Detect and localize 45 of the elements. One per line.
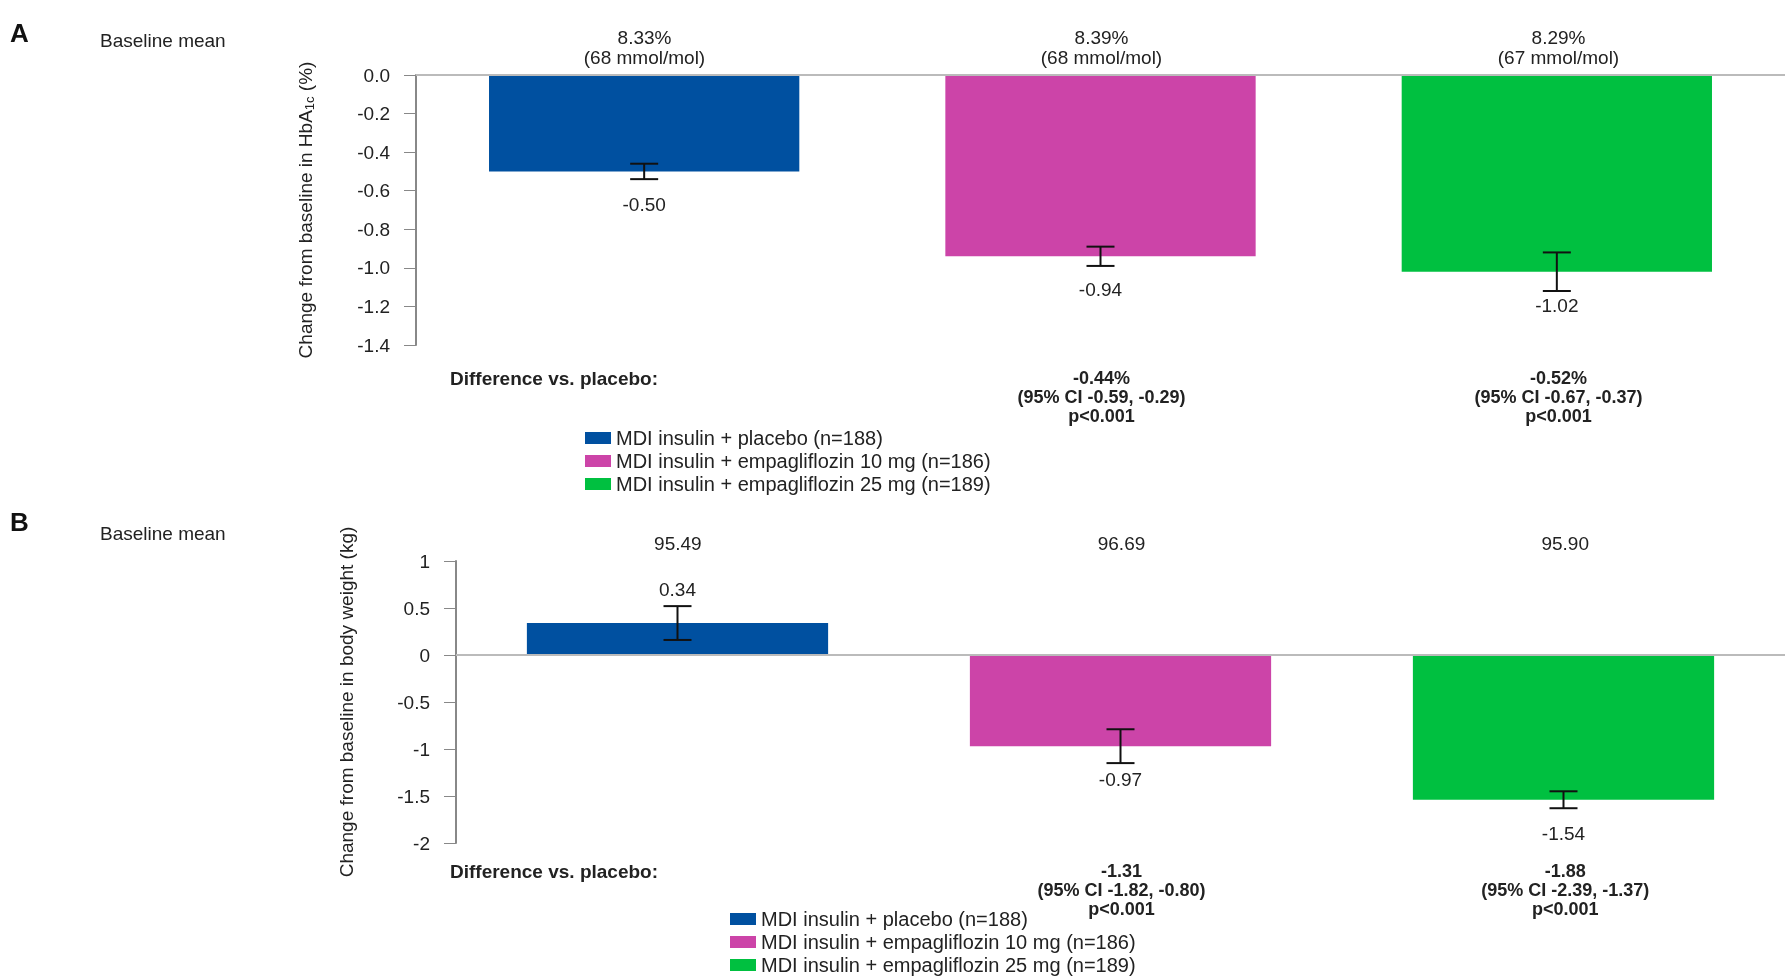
y-tick-label: -1.2 bbox=[357, 295, 390, 317]
text: -1.31 (95% CI -1.82, -0.80) p<0.001 bbox=[1037, 860, 1206, 919]
text: Difference vs. placebo: bbox=[450, 860, 659, 882]
legend-label: MDI insulin + placebo (n=188) bbox=[616, 427, 883, 449]
y-tick-label: -1 bbox=[413, 738, 430, 760]
text: Baseline mean bbox=[100, 522, 226, 544]
text: 8.39% (68 mmol/mol) bbox=[1040, 26, 1163, 68]
text: Baseline mean bbox=[100, 29, 226, 51]
text: 95.49 bbox=[654, 532, 702, 554]
legend-label: MDI insulin + empagliflozin 10 mg (n=186) bbox=[761, 931, 1136, 953]
y-tick-label: -0.4 bbox=[357, 141, 391, 163]
text: -0.44% (95% CI -0.59, -0.29) p<0.001 bbox=[1017, 367, 1186, 426]
text: -1.88 (95% CI -2.39, -1.37) p<0.001 bbox=[1481, 860, 1650, 919]
y-tick-label: -0.5 bbox=[397, 691, 430, 713]
y-axis-title: Change from baseline in body weight (kg) bbox=[336, 526, 357, 878]
y-tick-label: -0.6 bbox=[357, 180, 390, 202]
text: A bbox=[10, 18, 29, 48]
data-label: -1.02 bbox=[1535, 294, 1579, 316]
y-tick-label: -1.0 bbox=[357, 257, 390, 279]
text: B bbox=[10, 507, 29, 537]
data-label: -0.50 bbox=[622, 194, 666, 216]
data-label: -0.97 bbox=[1098, 769, 1143, 791]
y-tick-label: 0.5 bbox=[403, 597, 430, 619]
text: Difference vs. placebo: bbox=[450, 367, 659, 389]
y-tick-label: 0.0 bbox=[363, 64, 390, 86]
y-tick-label: -1.5 bbox=[397, 785, 430, 807]
text: 8.33% (68 mmol/mol) bbox=[583, 26, 706, 68]
legend-label: MDI insulin + empagliflozin 25 mg (n=189) bbox=[761, 954, 1136, 976]
y-tick-label: 1 bbox=[419, 550, 430, 572]
legend-label: MDI insulin + empagliflozin 10 mg (n=186) bbox=[616, 450, 991, 472]
y-tick-label: -0.2 bbox=[357, 103, 390, 125]
text: 96.69 bbox=[1097, 532, 1146, 554]
data-label: 0.34 bbox=[659, 579, 697, 601]
data-label: -1.54 bbox=[1541, 822, 1586, 844]
text: 8.29% (67 mmol/mol) bbox=[1497, 26, 1620, 68]
data-label: -0.94 bbox=[1078, 279, 1123, 301]
text: 95.90 bbox=[1541, 532, 1589, 554]
y-tick-label: -0.8 bbox=[357, 218, 390, 240]
y-tick-label: 0 bbox=[419, 644, 430, 666]
y-axis-title: Change from baseline in HbA1c (%) bbox=[295, 61, 317, 359]
legend-label: MDI insulin + placebo (n=188) bbox=[761, 908, 1028, 930]
y-tick-label: -1.4 bbox=[357, 334, 391, 356]
text: -0.52% (95% CI -0.67, -0.37) p<0.001 bbox=[1474, 367, 1643, 426]
y-tick-label: -2 bbox=[413, 832, 430, 854]
legend-label: MDI insulin + empagliflozin 25 mg (n=189) bbox=[616, 473, 991, 495]
